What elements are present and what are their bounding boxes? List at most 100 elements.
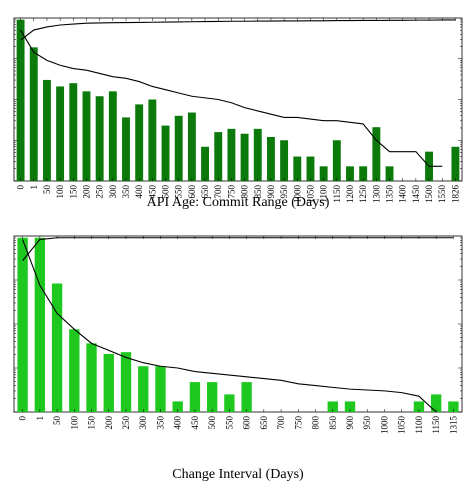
x-tick-label: 750 xyxy=(226,185,236,199)
x-tick-label: 150 xyxy=(68,185,78,199)
x-tick-label: 600 xyxy=(242,416,252,430)
x-tick-label: 1550 xyxy=(437,185,447,204)
x-tick-label: 400 xyxy=(173,416,183,430)
x-tick-label: 850 xyxy=(253,185,263,199)
bar xyxy=(172,401,183,412)
bar xyxy=(42,79,51,181)
bar xyxy=(206,382,218,412)
bar xyxy=(413,401,425,412)
bar xyxy=(17,237,28,412)
x-tick-label: 200 xyxy=(81,185,91,199)
bar xyxy=(82,91,91,181)
x-tick-label: 850 xyxy=(328,416,338,430)
plot-frame xyxy=(13,235,463,413)
bar xyxy=(148,99,157,181)
bar xyxy=(187,112,196,181)
bar xyxy=(451,146,460,181)
bar xyxy=(155,366,166,412)
x-tick-label: 650 xyxy=(200,185,210,199)
x-tick-label: 1350 xyxy=(385,185,395,204)
x-tick-label: 700 xyxy=(276,416,286,430)
x-tick-label: 0 xyxy=(18,416,28,421)
x-tick-label: 1 xyxy=(35,416,45,421)
bar xyxy=(240,133,249,181)
bar xyxy=(280,140,289,181)
x-tick-label: 50 xyxy=(42,185,52,195)
bar xyxy=(332,140,341,181)
x-axis-label: Change Interval (Days) xyxy=(172,467,304,482)
x-tick-label: 700 xyxy=(213,185,223,199)
bar xyxy=(344,401,356,412)
bar xyxy=(69,83,78,181)
x-tick-label: 1250 xyxy=(358,185,368,204)
bar xyxy=(306,156,315,181)
x-tick-label: 800 xyxy=(311,416,321,430)
bar xyxy=(253,128,262,181)
bar xyxy=(189,382,201,412)
bar xyxy=(103,353,114,412)
bar xyxy=(29,47,38,182)
bar xyxy=(430,394,442,412)
x-tick-label: 0 xyxy=(16,185,26,190)
x-tick-label: 100 xyxy=(69,416,79,430)
bar xyxy=(448,401,459,412)
x-tick-label: 200 xyxy=(104,416,114,430)
bar xyxy=(359,166,368,181)
bar xyxy=(319,166,328,181)
line-series xyxy=(20,29,443,167)
x-tick-label: 1050 xyxy=(397,416,407,435)
bar xyxy=(385,166,394,181)
x-tick-label: 300 xyxy=(108,185,118,199)
bar xyxy=(161,125,170,181)
x-tick-label: 500 xyxy=(161,185,171,199)
x-tick-label: 1826 xyxy=(450,185,460,204)
bar xyxy=(16,19,25,181)
x-tick-label: 1050 xyxy=(305,185,315,204)
bar xyxy=(56,86,65,181)
bar xyxy=(120,352,132,412)
bar xyxy=(69,329,80,412)
bar xyxy=(201,146,210,181)
x-tick-label: 650 xyxy=(259,416,269,430)
x-tick-label: 1315 xyxy=(448,416,458,435)
bar xyxy=(346,166,354,181)
x-tick-label: 900 xyxy=(345,416,355,430)
x-tick-label: 150 xyxy=(87,416,97,430)
line-series xyxy=(22,237,454,261)
bar xyxy=(34,237,46,412)
bar xyxy=(266,136,275,181)
x-tick-label: 250 xyxy=(121,416,131,430)
bar xyxy=(214,132,223,181)
x-tick-label: 400 xyxy=(134,185,144,199)
x-tick-label: 450 xyxy=(147,185,157,199)
bar xyxy=(108,91,117,181)
x-tick-label: 1100 xyxy=(414,416,424,434)
x-tick-label: 600 xyxy=(187,185,197,199)
bar xyxy=(86,343,97,412)
bar xyxy=(227,128,236,181)
bar xyxy=(224,394,235,412)
line-series xyxy=(20,19,456,41)
x-tick-label: 1150 xyxy=(332,185,342,203)
x-tick-label: 1000 xyxy=(292,185,302,204)
x-tick-label: 500 xyxy=(207,416,217,430)
bar xyxy=(51,283,63,412)
x-tick-label: 350 xyxy=(121,185,131,199)
bar xyxy=(174,115,183,181)
x-tick-label: 1200 xyxy=(345,185,355,204)
x-tick-label: 550 xyxy=(174,185,184,199)
x-tick-label: 100 xyxy=(55,185,65,199)
bar xyxy=(138,366,149,412)
bar xyxy=(372,127,381,181)
bar xyxy=(95,96,104,181)
x-tick-label: 1100 xyxy=(319,185,329,203)
x-tick-label: 1450 xyxy=(411,185,421,204)
x-tick-label: 1000 xyxy=(379,416,389,435)
x-tick-label: 750 xyxy=(293,416,303,430)
x-tick-label: 900 xyxy=(266,185,276,199)
bar xyxy=(122,117,130,181)
bar xyxy=(327,401,338,412)
x-tick-label: 350 xyxy=(155,416,165,430)
x-tick-label: 1400 xyxy=(398,185,408,204)
x-tick-label: 950 xyxy=(362,416,372,430)
